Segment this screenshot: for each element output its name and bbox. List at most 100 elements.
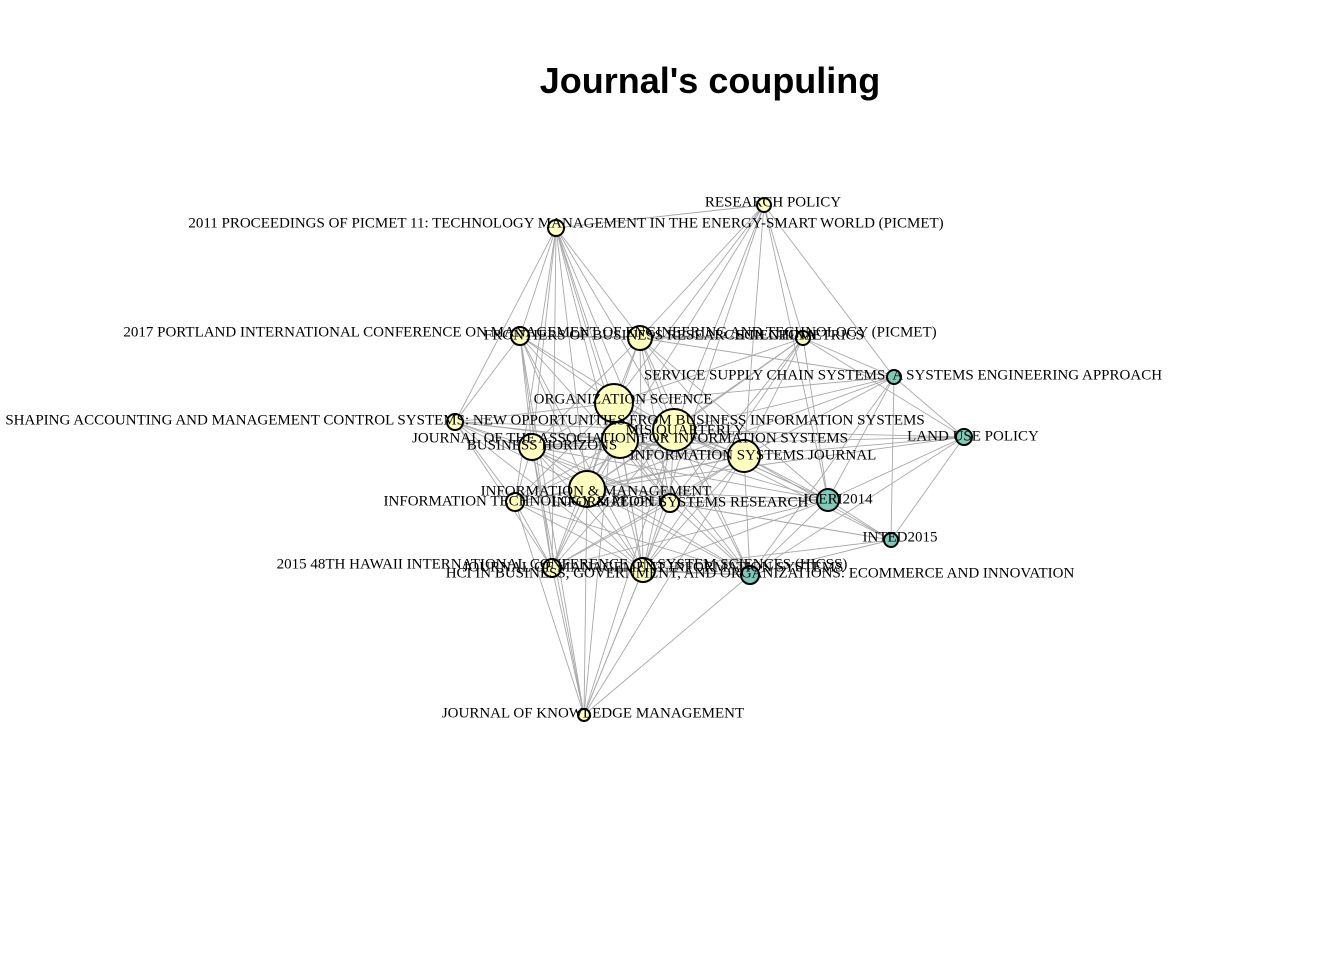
edge-isr-inted2015 <box>669 502 892 541</box>
edge-icer2014-x-hicss-2015 <box>551 499 829 569</box>
edge-it-people-hci-business <box>514 501 751 576</box>
node-research-policy[interactable] <box>756 197 772 213</box>
edge-business-horizons-hicss-2015 <box>531 446 553 569</box>
node-label-isr: INFORMATION SYSTEMS RESEARCH <box>552 494 809 510</box>
edge-picmet-2011-shaping-accounting <box>454 227 557 423</box>
edge-picmet-2017-shaping-accounting <box>454 335 521 423</box>
edge-land-use-policy-mis-quarterly <box>673 429 965 438</box>
edge-research-policy-isj <box>743 204 765 457</box>
edge-picmet-2017-business-horizons <box>519 335 533 448</box>
edge-hci-business-jkm <box>583 574 751 716</box>
edge-research-policy-service-supply <box>763 204 895 378</box>
edge-business-horizons-isr <box>531 446 671 504</box>
edge-picmet-2017-jkm <box>519 335 585 716</box>
node-inted2015[interactable] <box>883 532 899 548</box>
node-label-shaping-accounting: SHAPING ACCOUNTING AND MANAGEMENT CONTRO… <box>5 412 924 428</box>
edge-isj-jmis <box>642 455 745 571</box>
node-frontiers-business[interactable] <box>627 325 653 351</box>
edge-mis-quarterly-it-people <box>514 429 675 503</box>
node-label-info-management: INFORMATION & MANAGEMENT <box>481 483 712 499</box>
node-hicss-2015[interactable] <box>542 558 562 578</box>
node-picmet-2011[interactable] <box>547 219 565 237</box>
edge-picmet-2017-info-management <box>519 335 588 490</box>
edge-land-use-policy-info-management <box>586 436 965 490</box>
edge-frontiers-business-service-supply <box>639 337 895 378</box>
edge-isr-hci-business <box>669 502 751 576</box>
node-label-inted2015: INTED2015 <box>863 529 938 545</box>
edge-business-horizons-isj <box>531 446 745 457</box>
edge-frontiers-business-business-horizons <box>531 337 641 448</box>
node-label-land-use-policy: LAND USE POLICY <box>907 428 1039 444</box>
edge-shaping-accounting-isr <box>454 421 671 504</box>
node-label-hicss-2015: 2015 48TH HAWAII INTERNATIONAL CONFERENC… <box>277 556 848 572</box>
edge-info-management-jkm <box>583 488 588 716</box>
edge-icer2014-x-jmis <box>642 499 829 571</box>
edge-service-supply-inted2015 <box>890 376 895 541</box>
edge-service-supply-hci-business <box>749 376 895 576</box>
node-isj[interactable] <box>727 439 761 473</box>
node-info-management[interactable] <box>568 470 606 508</box>
edge-service-supply-isj <box>743 376 895 457</box>
edge-picmet-2011-business-horizons <box>531 227 557 448</box>
node-service-supply[interactable] <box>886 369 902 385</box>
node-layer <box>446 197 973 722</box>
edge-picmet-2011-picmet-2017 <box>519 227 557 337</box>
edge-jmis-hci-business <box>642 569 751 576</box>
node-shaping-accounting[interactable] <box>446 413 464 431</box>
node-label-it-people: INFORMATION TECHNOLOGY & PEOPLE <box>384 493 667 509</box>
edge-mis-quarterly-jmis <box>642 429 675 571</box>
node-label-isj: INFORMATION SYSTEMS JOURNAL <box>630 447 877 463</box>
edge-isr-hicss-2015 <box>551 502 671 569</box>
edge-frontiers-business-hci-business <box>639 337 751 576</box>
node-business-horizons[interactable] <box>518 433 546 461</box>
edge-service-supply-land-use-policy <box>893 376 965 438</box>
edge-isj-it-people <box>514 455 745 503</box>
node-land-use-policy[interactable] <box>955 428 973 446</box>
node-it-people[interactable] <box>505 492 525 512</box>
chart-title: Journal's coupuling <box>540 60 881 101</box>
node-label-jkm: JOURNAL OF KNOWLEDGE MANAGEMENT <box>442 705 744 721</box>
edge-scientometrics-info-management <box>586 337 804 490</box>
node-label-scientometrics: SCIENTOMETRICS <box>736 327 864 343</box>
edge-scientometrics-isj <box>743 337 804 457</box>
edge-scientometrics-organization-science <box>613 337 804 404</box>
edge-mis-quarterly-hicss-2015 <box>551 429 675 569</box>
edge-frontiers-business-icer2014-x <box>639 337 829 501</box>
edge-info-management-icer2014-x <box>586 488 829 501</box>
edge-isj-jkm <box>583 455 745 716</box>
label-layer: RESEARCH POLICY 2011 PROCEEDINGS OF PICME… <box>5 194 1162 721</box>
edge-it-people-jkm <box>514 501 585 716</box>
edge-picmet-2011-frontiers-business <box>555 227 641 339</box>
edge-layer <box>454 204 965 716</box>
edge-research-policy-organization-science <box>613 204 765 404</box>
node-label-service-supply: SERVICE SUPPLY CHAIN SYSTEMS: A SYSTEMS … <box>644 367 1162 383</box>
node-label-icer2014-x: ICERI2014 <box>803 491 873 507</box>
node-hci-business[interactable] <box>740 565 760 585</box>
edge-picmet-2011-organization-science <box>555 227 615 404</box>
edge-picmet-2011-mis-quarterly <box>555 227 675 431</box>
node-icer2014-x[interactable] <box>816 488 840 512</box>
node-scientometrics[interactable] <box>795 330 811 346</box>
node-label-frontiers-business: FRONTIERS OF BUSINESS RESEARCH IN CHINA <box>484 327 816 343</box>
edge-shaping-accounting-hicss-2015 <box>454 421 553 569</box>
node-picmet-2017[interactable] <box>510 326 530 346</box>
edge-picmet-2011-hicss-2015 <box>551 227 557 569</box>
edge-scientometrics-jmis <box>642 337 804 571</box>
node-jkm[interactable] <box>577 708 591 722</box>
edge-service-supply-mis-quarterly <box>673 376 895 431</box>
node-isr[interactable] <box>660 493 680 513</box>
edge-isr-icer2014-x <box>669 499 829 504</box>
edge-hicss-2015-jkm <box>551 567 585 716</box>
edge-scientometrics-service-supply <box>802 337 895 378</box>
node-jais[interactable] <box>601 421 639 459</box>
node-mis-quarterly[interactable] <box>652 408 696 452</box>
edge-picmet-2011-research-policy <box>555 204 765 229</box>
edge-shaping-accounting-organization-science <box>454 402 615 423</box>
edge-service-supply-icer2014-x <box>827 376 895 501</box>
edge-picmet-2017-jmis <box>519 335 644 571</box>
edge-jmis-jkm <box>583 569 644 716</box>
node-label-jais: JOURNAL OF THE ASSOCIATION FOR INFORMATI… <box>412 430 848 446</box>
edge-land-use-policy-isj <box>743 436 965 457</box>
node-jmis[interactable] <box>630 557 656 583</box>
